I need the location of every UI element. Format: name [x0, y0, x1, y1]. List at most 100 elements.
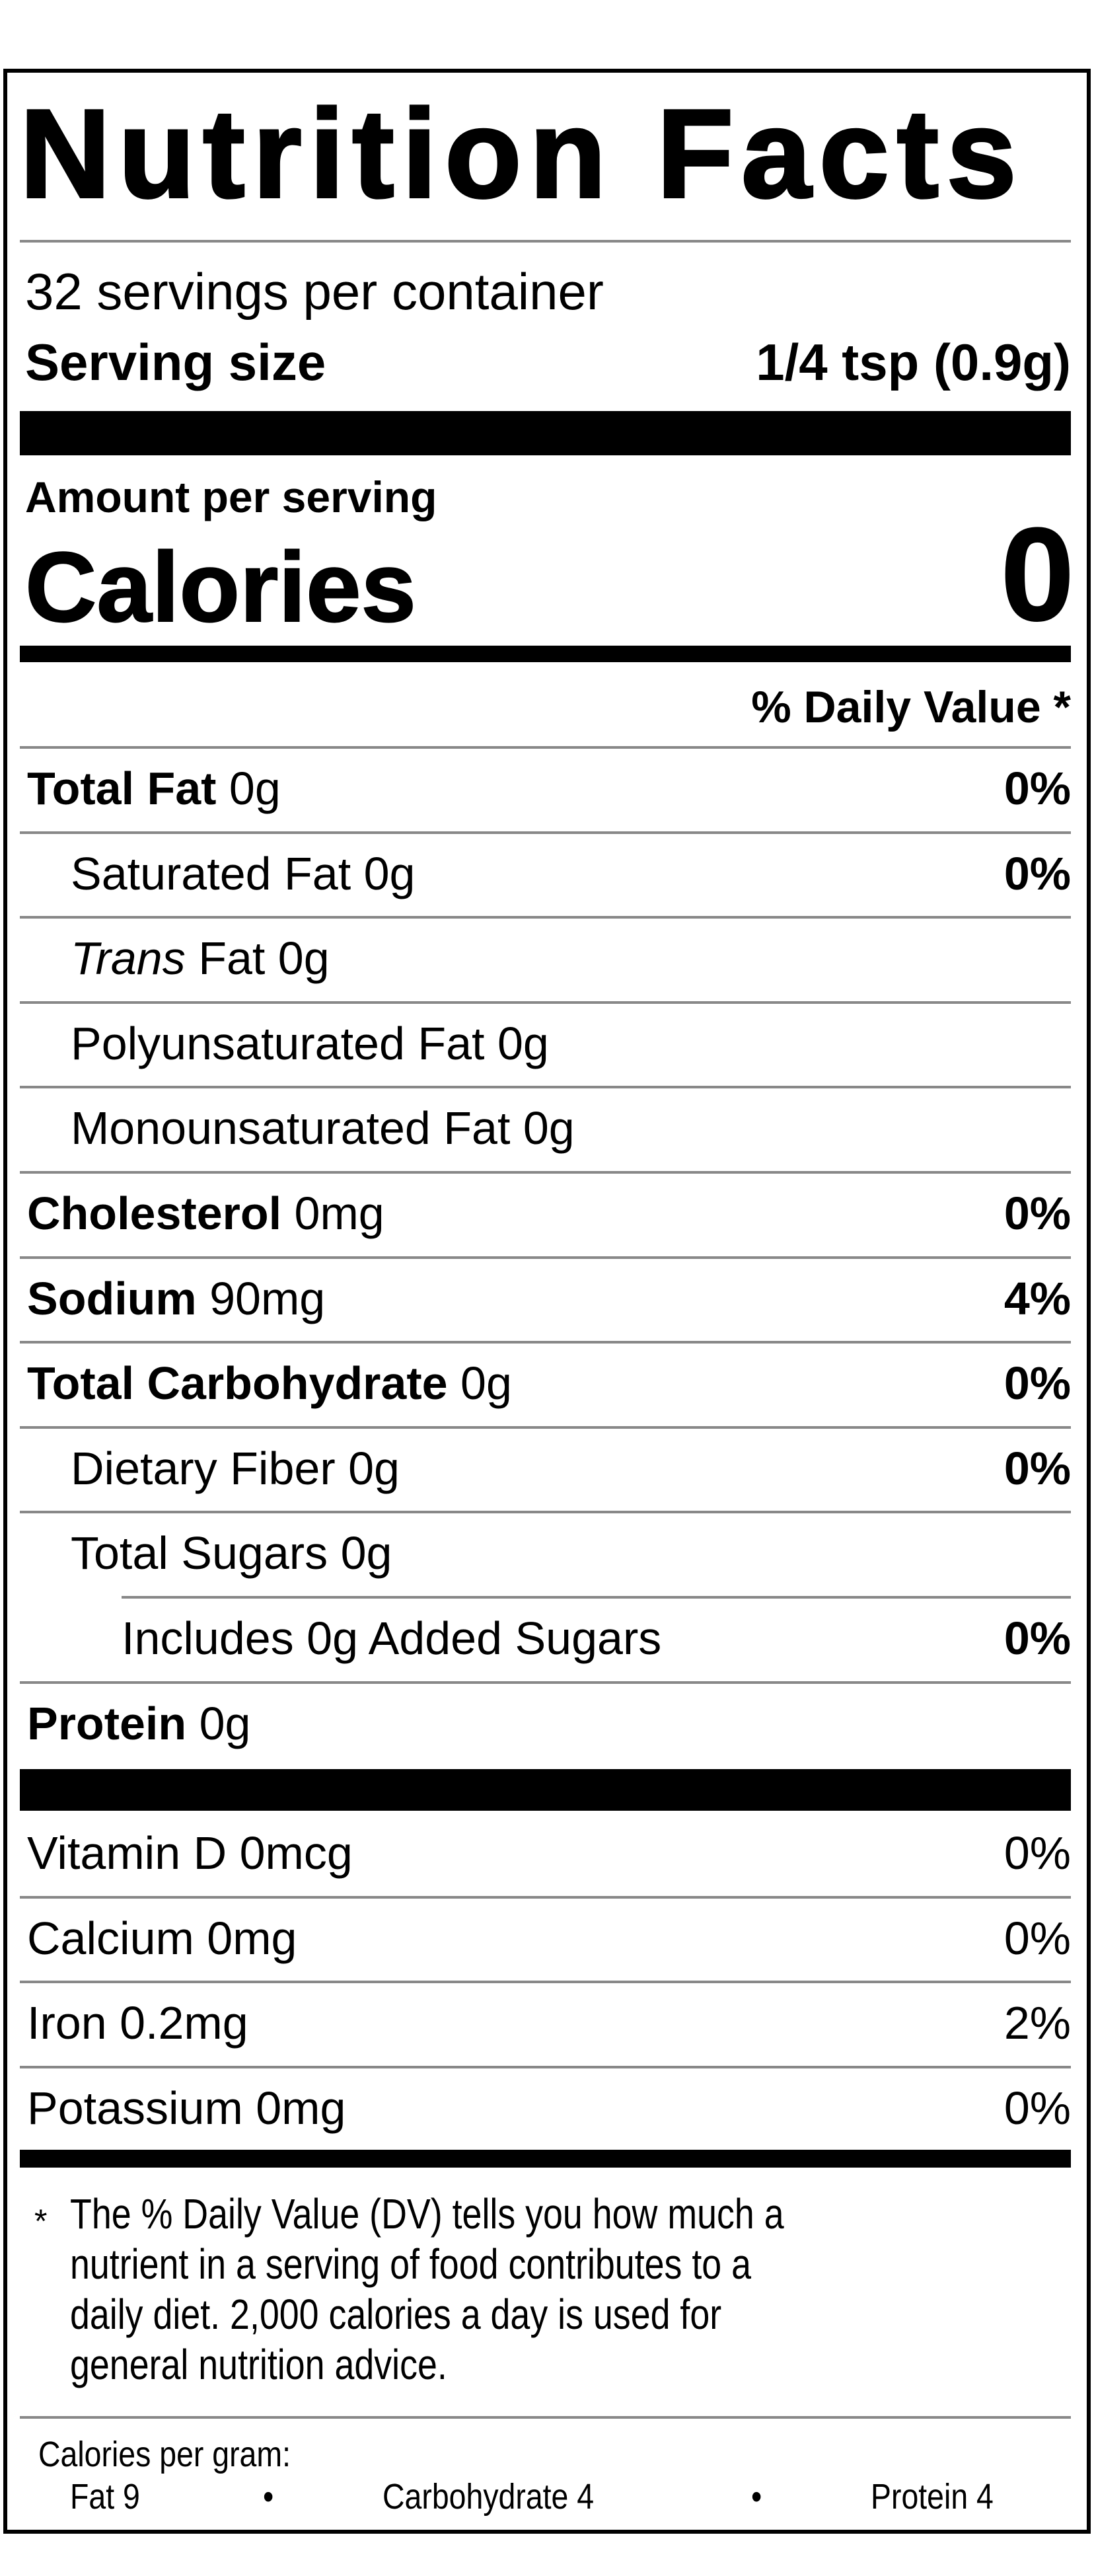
row-divider: [20, 1086, 1071, 1089]
medium-divider: [20, 646, 1071, 662]
nutrient-name: Polyunsaturated Fat: [71, 1017, 485, 1069]
nutrient-label: Cholesterol 0mg: [27, 1172, 384, 1254]
nutrient-name: Saturated Fat: [71, 847, 351, 899]
nutrient-daily-value: 4%: [1003, 1272, 1071, 1324]
nutrient-row: Cholesterol 0mg 0%: [0, 1170, 1094, 1256]
nutrient-label: Trans Fat 0g: [71, 917, 330, 999]
serving-size-value: 1/4 tsp (0.9g): [756, 333, 1071, 391]
nutrient-amount: 0g: [199, 1697, 251, 1749]
nutrient-row: Protein 0g: [0, 1681, 1094, 1766]
nutrient-row: Trans Fat 0g: [0, 916, 1094, 1001]
vitamin-label: Calcium 0mg: [27, 1912, 297, 1964]
footnote-line: general nutrition advice.: [70, 2341, 447, 2388]
nutrient-name: Includes 0g Added Sugars: [122, 1612, 662, 1664]
nutrient-daily-value: 0%: [1003, 847, 1071, 899]
nutrient-row: Total Carbohydrate 0g 0%: [0, 1341, 1094, 1426]
vitamin-label: Iron 0.2mg: [27, 1997, 248, 2049]
nutrient-daily-value: 0%: [1003, 1612, 1071, 1664]
vitamin-daily-value: 0%: [1003, 1827, 1071, 1879]
row-divider: [20, 1895, 1071, 1899]
calories-per-gram-carbohydrate: Carbohydrate 4: [383, 2477, 595, 2517]
nutrient-amount: 0g: [363, 847, 416, 899]
nutrient-label: Saturated Fat 0g: [71, 833, 415, 915]
nutrient-daily-value: 0%: [1003, 1187, 1071, 1239]
row-divider: [20, 1511, 1071, 1514]
vitamin-daily-value: 0%: [1003, 2082, 1071, 2134]
nutrient-row: Dietary Fiber 0g 0%: [0, 1425, 1094, 1511]
daily-value-header: % Daily Value *: [751, 682, 1071, 732]
nutrient-daily-value: 0%: [1003, 763, 1071, 814]
row-divider: [20, 1681, 1071, 1684]
nutrient-label: Total Sugars 0g: [71, 1512, 392, 1594]
calories-per-gram-protein: Protein 4: [871, 2477, 994, 2517]
nutrient-name: Total Sugars: [71, 1527, 328, 1579]
row-divider: [20, 1981, 1071, 1984]
bullet-separator: •: [263, 2477, 274, 2517]
nutrient-row: Total Fat 0g 0%: [0, 746, 1094, 831]
calories-label: Calories: [24, 531, 417, 642]
calories-value: 0: [1000, 501, 1075, 648]
vitamin-row: Calcium 0mg 0%: [0, 1895, 1094, 1981]
nutrient-list: Total Fat 0g 0% Saturated Fat 0g 0% Trans Fa…: [0, 746, 1094, 1766]
nutrition-label-border: [3, 69, 1091, 2534]
nutrient-row: Total Sugars 0g: [0, 1511, 1094, 1596]
calories-per-gram-label: Calories per gram:: [38, 2435, 291, 2474]
footnote-line: daily diet. 2,000 calories a day is used…: [70, 2291, 722, 2338]
row-divider: [122, 1595, 1071, 1599]
nutrient-label: Sodium 90mg: [27, 1258, 325, 1340]
nutrient-name: Sodium: [27, 1272, 197, 1324]
footnote-line: nutrient in a serving of food contribute…: [70, 2240, 752, 2288]
nutrient-name: Protein: [27, 1697, 187, 1749]
divider: [20, 240, 1071, 243]
thick-divider: [20, 411, 1071, 455]
amount-per-serving: Amount per serving: [25, 473, 437, 521]
row-divider: [20, 2065, 1071, 2068]
row-divider: [20, 1170, 1071, 1174]
bullet-separator: •: [751, 2477, 762, 2517]
servings-per-container: 32 servings per container: [25, 262, 604, 321]
nutrient-row: Monounsaturated Fat 0g: [0, 1086, 1094, 1171]
nutrient-name: Total Fat: [27, 763, 217, 814]
footnote-line: The % Daily Value (DV) tells you how muc…: [70, 2190, 784, 2238]
nutrient-name: Fat: [198, 932, 266, 985]
nutrient-name: Dietary Fiber: [71, 1442, 336, 1494]
nutrient-row: Sodium 90mg 4%: [0, 1256, 1094, 1342]
row-divider: [20, 916, 1071, 919]
row-divider: [20, 1425, 1071, 1429]
vitamin-row: Potassium 0mg 0%: [0, 2065, 1094, 2151]
vitamin-list: Vitamin D 0mcg 0% Calcium 0mg 0% Iron 0.2mg 2…: [0, 1811, 1094, 2150]
nutrient-label: Includes 0g Added Sugars: [122, 1597, 661, 1679]
calories-per-gram-fat: Fat 9: [70, 2477, 140, 2517]
nutrient-daily-value: 0%: [1003, 1357, 1071, 1410]
footnote-asterisk: *: [34, 2203, 48, 2240]
nutrient-name: Total Carbohydrate: [27, 1357, 448, 1410]
row-divider: [20, 831, 1071, 834]
nutrient-row: Saturated Fat 0g 0%: [0, 831, 1094, 917]
nutrient-amount: 0g: [229, 763, 281, 814]
nutrient-row: Polyunsaturated Fat 0g: [0, 1001, 1094, 1086]
vitamin-daily-value: 0%: [1003, 1912, 1071, 1964]
vitamin-daily-value: 2%: [1003, 1997, 1071, 2049]
nutrient-label: Monounsaturated Fat 0g: [71, 1087, 575, 1169]
nutrient-amount: 0g: [460, 1357, 512, 1410]
nutrient-amount: 0g: [497, 1017, 549, 1069]
vitamin-label: Potassium 0mg: [27, 2082, 346, 2134]
thick-divider: [20, 1769, 1071, 1811]
nutrient-label: Dietary Fiber 0g: [71, 1427, 400, 1509]
nutrient-row: Includes 0g Added Sugars 0%: [0, 1595, 1094, 1681]
nutrient-amount: 0g: [340, 1527, 392, 1579]
row-divider: [20, 1341, 1071, 1344]
nutrient-label: Protein 0g: [27, 1683, 250, 1764]
nutrient-amount: 90mg: [209, 1272, 326, 1324]
nutrient-amount: 0mg: [294, 1187, 384, 1239]
vitamin-row: Iron 0.2mg 2%: [0, 1981, 1094, 2066]
vitamin-label: Vitamin D 0mcg: [27, 1827, 353, 1879]
vitamin-row: Vitamin D 0mcg 0%: [0, 1811, 1094, 1896]
label-title: Nutrition Facts: [18, 84, 1025, 224]
nutrient-daily-value: 0%: [1003, 1442, 1071, 1494]
nutrient-label: Polyunsaturated Fat 0g: [71, 1003, 549, 1084]
nutrient-amount: 0g: [348, 1442, 400, 1494]
serving-size-label: Serving size: [25, 333, 326, 391]
nutrient-label: Total Carbohydrate 0g: [27, 1342, 512, 1424]
nutrient-label-italic: Trans: [71, 932, 186, 985]
